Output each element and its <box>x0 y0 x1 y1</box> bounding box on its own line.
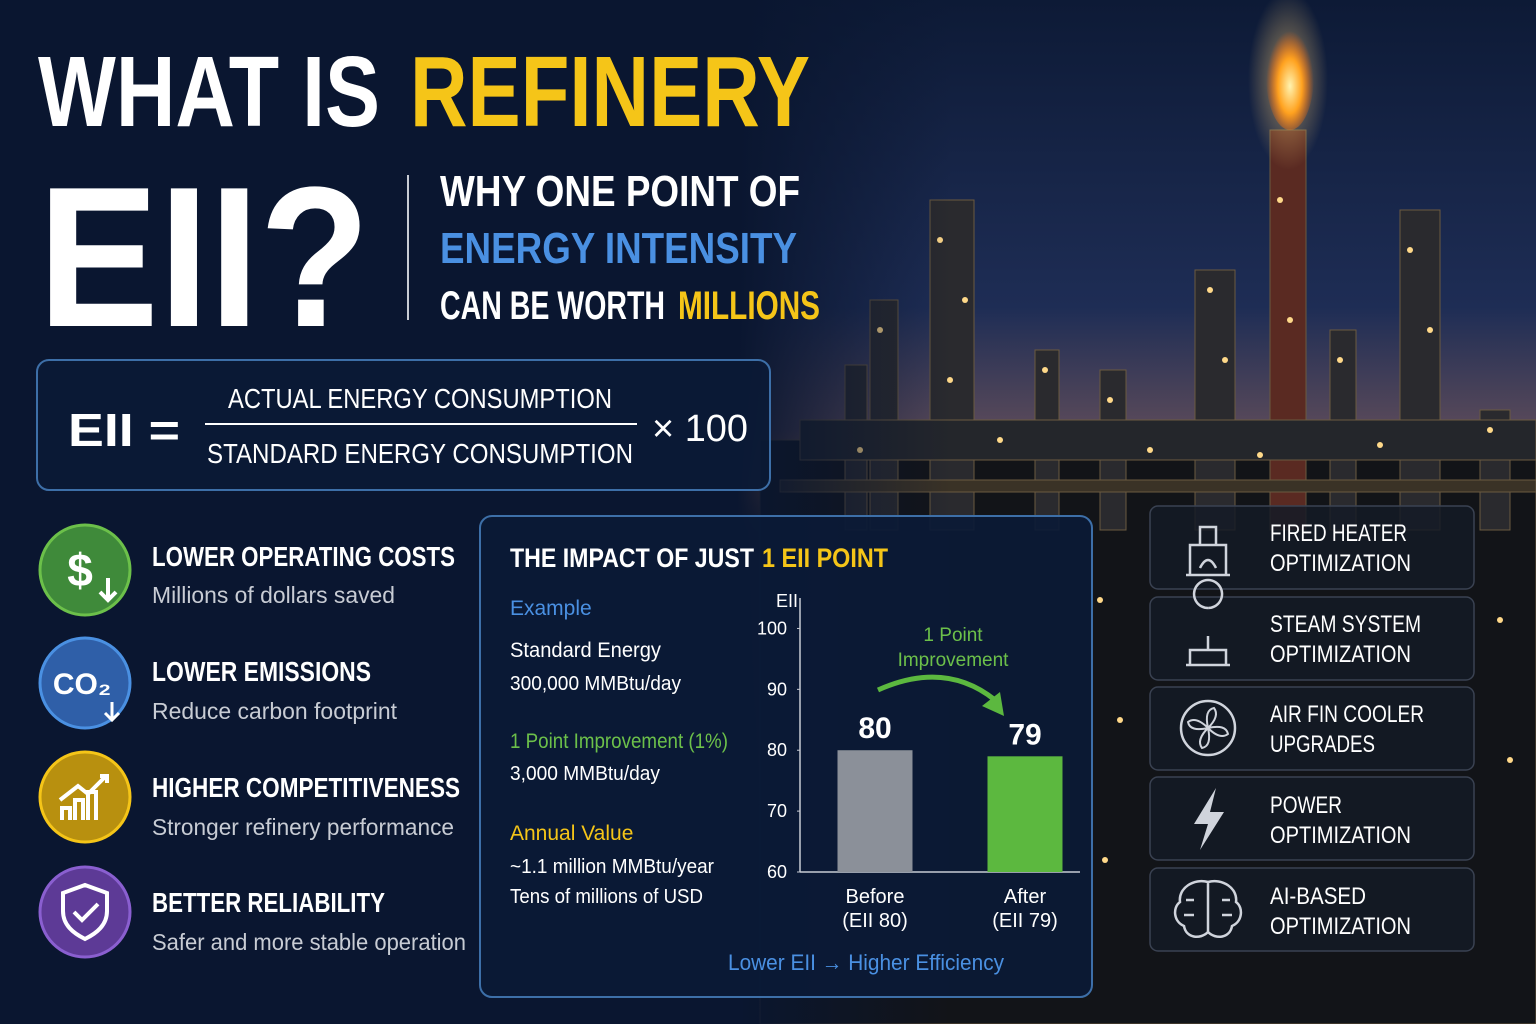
benefit-text: Reduce carbon footprint <box>152 698 398 724</box>
y-tick-label: 60 <box>767 862 787 882</box>
lever-text: STEAM SYSTEM <box>1270 611 1421 638</box>
title-line-2: EII? <box>38 146 370 369</box>
y-tick-label: 80 <box>767 740 787 760</box>
icon-text: CO₂ <box>53 668 111 701</box>
annotation: Improvement <box>898 650 1010 671</box>
x-tick-sublabel: (EII 80) <box>842 910 908 932</box>
benefit-title: LOWER EMISSIONS <box>152 656 371 687</box>
bar <box>837 750 913 872</box>
annotation-arrowhead <box>982 692 1004 716</box>
chart-icon <box>58 774 109 820</box>
steam-icon <box>1186 578 1230 667</box>
x-tick-sublabel: (EII 79) <box>992 910 1058 932</box>
fan-icon <box>1179 699 1237 757</box>
lever-text: OPTIMIZATION <box>1270 550 1411 577</box>
benefit-title: LOWER OPERATING COSTS <box>152 541 455 572</box>
item-value: Tens of millions of USD <box>510 886 703 908</box>
icon-text: $ <box>67 544 93 596</box>
x-tick-label: Before <box>846 886 905 908</box>
lever: AI-BASED OPTIMIZATION <box>1149 867 1475 952</box>
benefit: $ LOWER OPERATING COSTS Millions of doll… <box>38 523 455 617</box>
lever-text: OPTIMIZATION <box>1270 913 1411 940</box>
subtitle: ENERGY INTENSITY <box>440 224 797 273</box>
x-tick-label: After <box>1004 886 1047 908</box>
item-value: 3,000 MMBtu/day <box>510 763 660 785</box>
y-tick-label: 70 <box>767 801 787 821</box>
power-icon <box>1194 788 1224 850</box>
title-highlight: REFINERY <box>410 36 810 148</box>
subtitle-highlight: MILLIONS <box>678 284 820 328</box>
formula-denominator: STANDARD ENERGY CONSUMPTION <box>207 438 633 469</box>
lever-text: AI-BASED <box>1270 883 1366 910</box>
lever-text: AIR FIN COOLER <box>1270 701 1424 728</box>
y-tick-label: 100 <box>757 618 787 638</box>
fan-blades <box>1186 706 1230 750</box>
item-label: Standard Energy <box>510 639 661 662</box>
impact-footer: Lower EII → Higher Efficiency <box>728 950 1004 975</box>
benefit-icon <box>38 636 132 730</box>
benefit-text: Safer and more stable operation <box>152 929 466 955</box>
example-heading: Example <box>510 597 592 620</box>
lever: POWER OPTIMIZATION <box>1149 776 1475 861</box>
annotation-arrow <box>876 674 997 702</box>
annotation: 1 Point <box>923 625 983 646</box>
down-arrow <box>103 702 121 723</box>
benefit-icon <box>38 750 132 844</box>
benefit: CO₂ LOWER EMISSIONS Reduce carbon footpr… <box>38 636 398 730</box>
lever-box <box>1149 776 1475 861</box>
y-tick-label: 90 <box>767 679 787 699</box>
benefit: HIGHER COMPETITIVENESS Stronger refinery… <box>38 750 460 844</box>
lever-text: OPTIMIZATION <box>1270 641 1411 668</box>
impact-title: THE IMPACT OF JUST <box>510 543 754 573</box>
formula-numerator: ACTUAL ENERGY CONSUMPTION <box>228 383 612 414</box>
benefit-title: BETTER RELIABILITY <box>152 887 385 918</box>
lever-box <box>1149 686 1475 771</box>
bar <box>987 756 1063 872</box>
heater-icon <box>1186 525 1230 577</box>
item-value: 300,000 MMBtu/day <box>510 673 681 695</box>
impact-panel <box>479 515 1093 998</box>
lever: FIRED HEATER OPTIMIZATION <box>1149 505 1475 590</box>
benefit-text: Stronger refinery performance <box>152 814 454 840</box>
formula-multiplier: × 100 <box>652 408 748 450</box>
lever-box <box>1149 596 1475 681</box>
item-label: 1 Point Improvement (1%) <box>510 730 728 753</box>
down-arrow <box>98 578 118 603</box>
item-label: Annual Value <box>510 822 633 845</box>
benefit-text: Millions of dollars saved <box>152 582 395 608</box>
formula-lhs: EII = <box>68 404 180 456</box>
ai-icon <box>1173 879 1243 939</box>
subtitle: WHY ONE POINT OF <box>440 167 800 216</box>
benefit-title: HIGHER COMPETITIVENESS <box>152 772 460 803</box>
lever-text: FIRED HEATER <box>1270 520 1407 547</box>
benefit-icon <box>38 865 132 959</box>
benefit: BETTER RELIABILITY Safer and more stable… <box>38 865 466 959</box>
value-label: 79 <box>1008 718 1041 751</box>
lever-text: POWER <box>1270 792 1342 819</box>
impact-title-highlight: 1 EII POINT <box>762 543 888 573</box>
lever: STEAM SYSTEM OPTIMIZATION <box>1149 578 1475 681</box>
value-label: 80 <box>858 712 891 745</box>
lever-text: OPTIMIZATION <box>1270 822 1411 849</box>
subtitle: CAN BE WORTH <box>440 284 665 328</box>
shield-icon <box>61 882 109 942</box>
item-value: ~1.1 million MMBtu/year <box>510 856 714 878</box>
title: WHAT IS <box>38 36 380 148</box>
lever: AIR FIN COOLER UPGRADES <box>1149 686 1475 771</box>
y-axis-label: EII <box>776 591 798 611</box>
lever-box <box>1149 505 1475 590</box>
bar-chart: EII 60 70 80 90 100 Before(EII 80) 80 After(EII … <box>757 591 1080 932</box>
lever-text: UPGRADES <box>1270 731 1375 758</box>
